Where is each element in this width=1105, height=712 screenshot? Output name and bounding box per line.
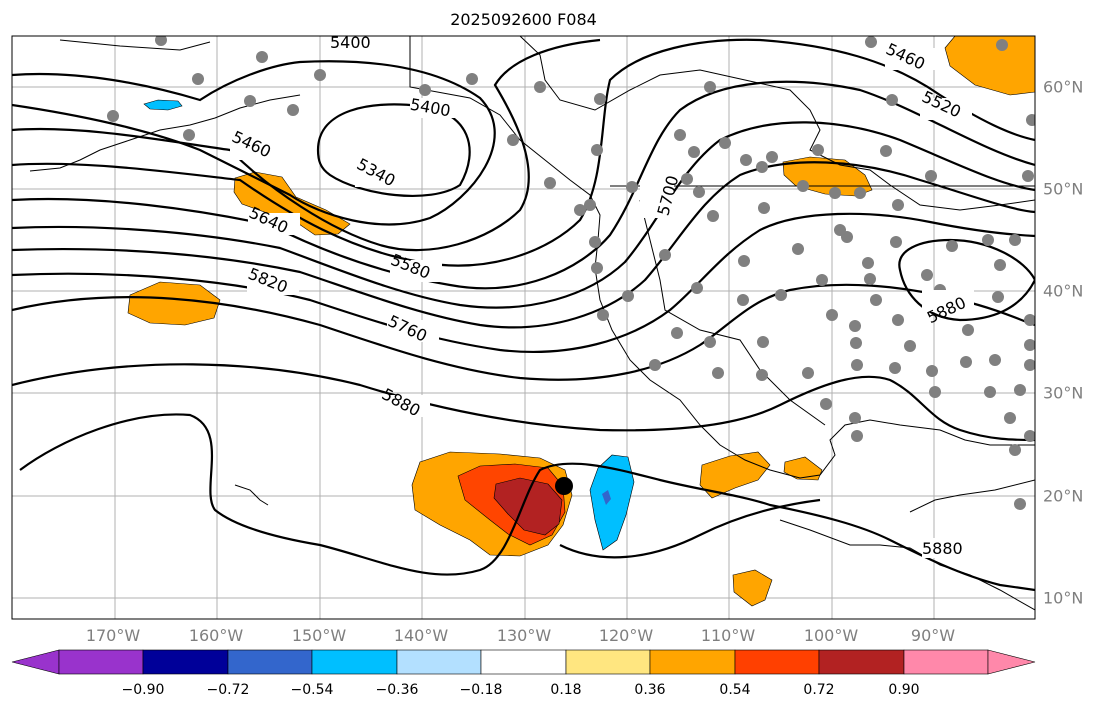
contour-5640 <box>12 121 1035 309</box>
colorbar-segment <box>818 649 905 675</box>
colorbar-segment <box>311 649 398 675</box>
lat-label: 40°N <box>1043 281 1084 301</box>
map-title: 2025092600 F084 <box>450 10 597 29</box>
contour-5340 <box>316 103 471 197</box>
shade-blue-dot <box>602 490 611 505</box>
colorbar-tick: 0.18 <box>550 682 582 698</box>
colorbar-segment <box>396 649 482 675</box>
shade-orange-south <box>732 569 773 607</box>
shade-orange-ne <box>944 36 1035 96</box>
map-frame <box>11 35 1036 620</box>
colorbar-tick: 0.72 <box>803 682 835 698</box>
contour-5880-east <box>898 238 1035 322</box>
colorbar-tick: −0.36 <box>375 682 419 698</box>
lon-label: 120°W <box>598 626 654 645</box>
lat-label: 30°N <box>1043 383 1084 403</box>
colorbar-tick: −0.18 <box>459 682 503 698</box>
colorbar-tick: 0.90 <box>888 682 920 698</box>
colorbar-segment <box>11 649 60 675</box>
contour-labels: 5400 5400 5460 5520 5460 5340 5640 5580 … <box>229 33 974 558</box>
colorbar-segment <box>58 649 144 675</box>
colorbar-tick: 0.54 <box>719 682 751 698</box>
contour-5460 <box>12 38 601 252</box>
contour-5880-main <box>12 363 1035 442</box>
colorbar-segment <box>142 649 229 675</box>
lon-label: 160°W <box>188 626 244 645</box>
colorbar-segment <box>903 649 989 675</box>
lon-label: 140°W <box>393 626 449 645</box>
colorbar-segment <box>227 649 313 675</box>
lon-label: 130°W <box>496 626 552 645</box>
colorbar-segment <box>734 649 820 675</box>
storm-center-marker <box>555 477 573 495</box>
colorbar <box>11 649 1036 675</box>
shade-cyan-offshore <box>589 454 635 551</box>
colorbar-tick: 0.36 <box>634 682 666 698</box>
colorbar-tick: −0.72 <box>206 682 250 698</box>
lat-label: 20°N <box>1043 486 1084 506</box>
contour-5820 <box>12 283 1035 381</box>
shade-orange-pacific <box>127 281 221 326</box>
lon-label: 170°W <box>85 626 141 645</box>
contour-label: 5400 <box>330 33 371 52</box>
colorbar-segment <box>987 649 1036 675</box>
lon-label: 90°W <box>910 626 956 645</box>
colorbar-segment <box>480 649 567 675</box>
contour-5700 <box>12 161 1035 329</box>
contour-south <box>559 498 821 559</box>
colorbar-tick: −0.90 <box>121 682 165 698</box>
lon-label: 100°W <box>803 626 859 645</box>
colorbar-segment <box>565 649 651 675</box>
lon-label: 110°W <box>700 626 756 645</box>
colorbar-tick: −0.54 <box>290 682 334 698</box>
shade-nw-alaska <box>143 99 183 111</box>
lat-label: 60°N <box>1043 77 1084 97</box>
contour-5880-loop <box>19 413 1035 592</box>
contour-5400 <box>12 60 496 226</box>
lat-label: 10°N <box>1043 588 1084 608</box>
contour-label: 5880 <box>922 539 963 558</box>
station-dots <box>107 36 1035 510</box>
shade-orange-mexico2 <box>783 456 823 481</box>
lat-label: 50°N <box>1043 179 1084 199</box>
colorbar-segment <box>649 649 736 675</box>
lon-label: 150°W <box>291 626 347 645</box>
